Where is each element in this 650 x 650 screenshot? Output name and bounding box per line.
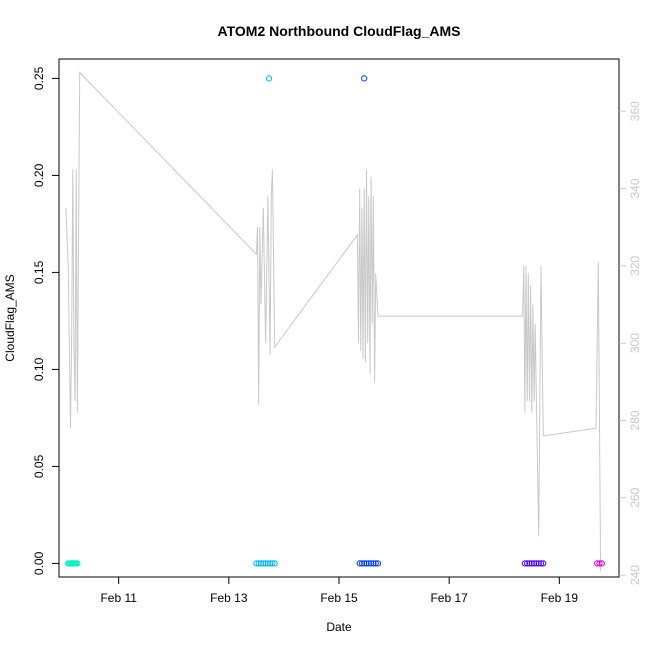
data-point [596, 560, 603, 567]
x-axis-label: Date [326, 620, 352, 634]
y2-tick-label: 340 [628, 178, 642, 198]
data-point [598, 560, 605, 567]
y2-tick-label: 360 [628, 101, 642, 121]
y-axis-left: 0.00 0.05 0.10 0.15 0.20 0.25 [32, 66, 59, 575]
data-point [363, 560, 370, 567]
data-point [370, 560, 377, 567]
x-tick-label: Feb 15 [320, 591, 358, 605]
data-point [257, 560, 265, 567]
data-point [358, 560, 366, 567]
plot-frame [58, 58, 620, 578]
x-tick-label: Feb 17 [430, 591, 468, 605]
data-point [356, 560, 363, 567]
y2-tick-label: 240 [628, 565, 642, 585]
data-point [361, 75, 368, 82]
data-point [271, 560, 278, 567]
y-tick-label: 0.20 [32, 163, 46, 187]
x-tick-label: Feb 13 [210, 591, 248, 605]
data-point [260, 560, 267, 567]
y2-tick-label: 300 [628, 333, 642, 353]
data-point [524, 560, 531, 567]
data-point [265, 75, 273, 82]
data-point [262, 560, 269, 567]
y2-tick-label: 280 [628, 410, 642, 430]
y-tick-label: 0.15 [32, 260, 46, 284]
data-points [65, 75, 605, 567]
data-point [372, 560, 379, 567]
y2-tick-label: 320 [628, 255, 642, 275]
data-point [267, 560, 274, 567]
cloudflag-line-path [65, 71, 602, 572]
x-axis: Feb 11 Feb 13 Feb 15 Feb 17 Feb 19 [100, 577, 578, 605]
data-point [255, 560, 262, 567]
data-point [269, 560, 276, 567]
data-point [535, 560, 542, 567]
data-point [374, 560, 382, 567]
data-point [253, 560, 260, 567]
data-point [264, 560, 271, 567]
x-tick-label: Feb 19 [541, 591, 579, 605]
data-point [540, 560, 547, 567]
data-point [528, 560, 535, 567]
x-tick-label: Feb 11 [100, 591, 137, 605]
data-point [526, 560, 533, 567]
y-tick-label: 0.05 [32, 454, 46, 478]
cloudflag-line [65, 71, 602, 572]
data-point [594, 560, 601, 567]
data-point [531, 560, 538, 567]
data-point [521, 560, 529, 567]
y-tick-label: 0.10 [32, 357, 46, 381]
data-point [361, 560, 368, 567]
y-tick-label: 0.25 [32, 66, 46, 90]
y-axis-label: CloudFlag_AMS [3, 274, 17, 361]
data-point [368, 560, 375, 567]
data-point [74, 560, 81, 567]
y-axis-right: 240 260 280 300 320 340 360 [619, 101, 642, 585]
data-point [533, 560, 540, 567]
chart-title: ATOM2 Northbound CloudFlag_AMS [218, 23, 461, 39]
data-point [537, 560, 545, 567]
y2-tick-label: 260 [628, 487, 642, 507]
data-point [365, 560, 372, 567]
y-tick-label: 0.00 [32, 551, 46, 575]
